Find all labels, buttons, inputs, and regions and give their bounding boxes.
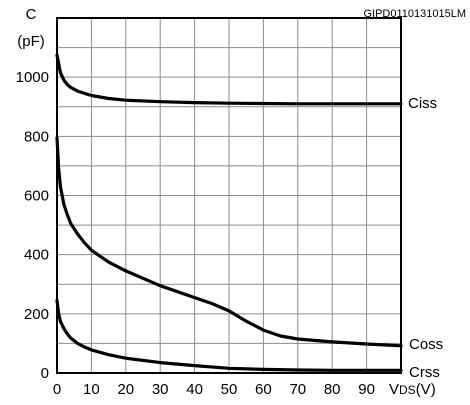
figure-code: GIPD0110131015LM xyxy=(363,8,466,20)
y-tick-label: 200 xyxy=(24,306,49,323)
crss-label: Crss xyxy=(409,364,440,381)
grid-lines xyxy=(57,18,401,373)
tick-labels: 0 10 20 30 40 50 60 70 80 90 0 200 400 600 800 1000 xyxy=(16,69,375,398)
x-axis-label-main: V xyxy=(389,381,399,398)
x-tick-label: 60 xyxy=(255,381,272,398)
x-tick-label: 90 xyxy=(358,381,375,398)
y-axis-label-unit: (pF) xyxy=(17,33,45,50)
y-tick-label: 600 xyxy=(24,188,49,205)
x-tick-label: 50 xyxy=(221,381,238,398)
series-labels: Ciss Coss Crss xyxy=(408,95,443,381)
ciss-label: Ciss xyxy=(408,95,437,112)
ciss-curve xyxy=(55,53,403,106)
x-axis-label-unit: (V) xyxy=(416,381,436,398)
x-axis-label-subscript: DS xyxy=(399,383,416,397)
y-tick-label: 400 xyxy=(24,247,49,264)
x-tick-label: 0 xyxy=(53,381,61,398)
curves xyxy=(55,53,403,372)
x-tick-label: 80 xyxy=(324,381,341,398)
x-tick-label: 10 xyxy=(83,381,100,398)
x-axis-label: VDS(V) xyxy=(389,381,436,398)
x-tick-label: 30 xyxy=(152,381,169,398)
y-axis-label-symbol: C xyxy=(26,6,37,23)
coss-curve xyxy=(55,136,403,348)
x-tick-label: 70 xyxy=(289,381,306,398)
x-tick-label: 20 xyxy=(117,381,134,398)
y-tick-label: 1000 xyxy=(16,69,49,86)
coss-label: Coss xyxy=(409,336,443,353)
y-tick-label: 800 xyxy=(24,128,49,145)
crss-curve xyxy=(55,298,403,372)
y-tick-label: 0 xyxy=(41,365,49,382)
plot-frame xyxy=(56,17,402,374)
x-tick-label: 40 xyxy=(186,381,203,398)
